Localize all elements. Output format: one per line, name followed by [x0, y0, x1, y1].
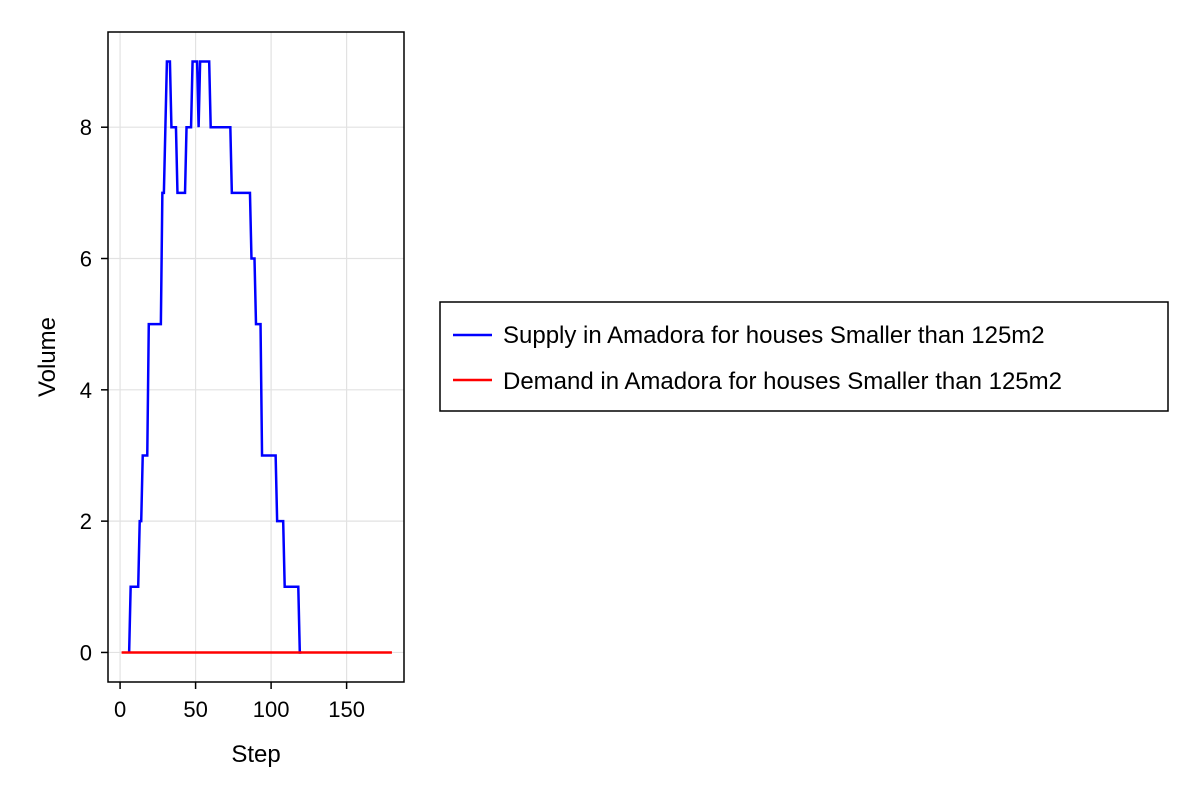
y-tick-label: 8: [80, 115, 92, 140]
y-axis-label: Volume: [34, 317, 61, 397]
x-tick-label: 150: [328, 697, 365, 722]
plot-border: [107, 31, 405, 683]
x-tick-label: 0: [114, 697, 126, 722]
y-tick-label: 2: [80, 509, 92, 534]
legend-label-supply: Supply in Amadora for houses Smaller tha…: [503, 322, 1045, 349]
plot-frame: [108, 32, 404, 682]
x-tick-label: 50: [183, 697, 207, 722]
x-tick-label: 100: [253, 697, 290, 722]
plot-area: 0 50 100 150 0 2 4 6 8: [80, 31, 405, 722]
legend: Supply in Amadora for houses Smaller tha…: [439, 301, 1169, 412]
series-lines: [121, 60, 392, 654]
x-axis-label: Step: [231, 741, 280, 768]
y-tick-label: 6: [80, 247, 92, 272]
supply-series-line: [127, 60, 302, 654]
legend-label-demand: Demand in Amadora for houses Smaller tha…: [503, 368, 1062, 395]
ticks: 0 50 100 150 0 2 4 6 8: [80, 115, 365, 722]
legend-box: [439, 301, 1169, 412]
y-tick-label: 4: [80, 378, 92, 403]
y-tick-label: 0: [80, 640, 92, 665]
